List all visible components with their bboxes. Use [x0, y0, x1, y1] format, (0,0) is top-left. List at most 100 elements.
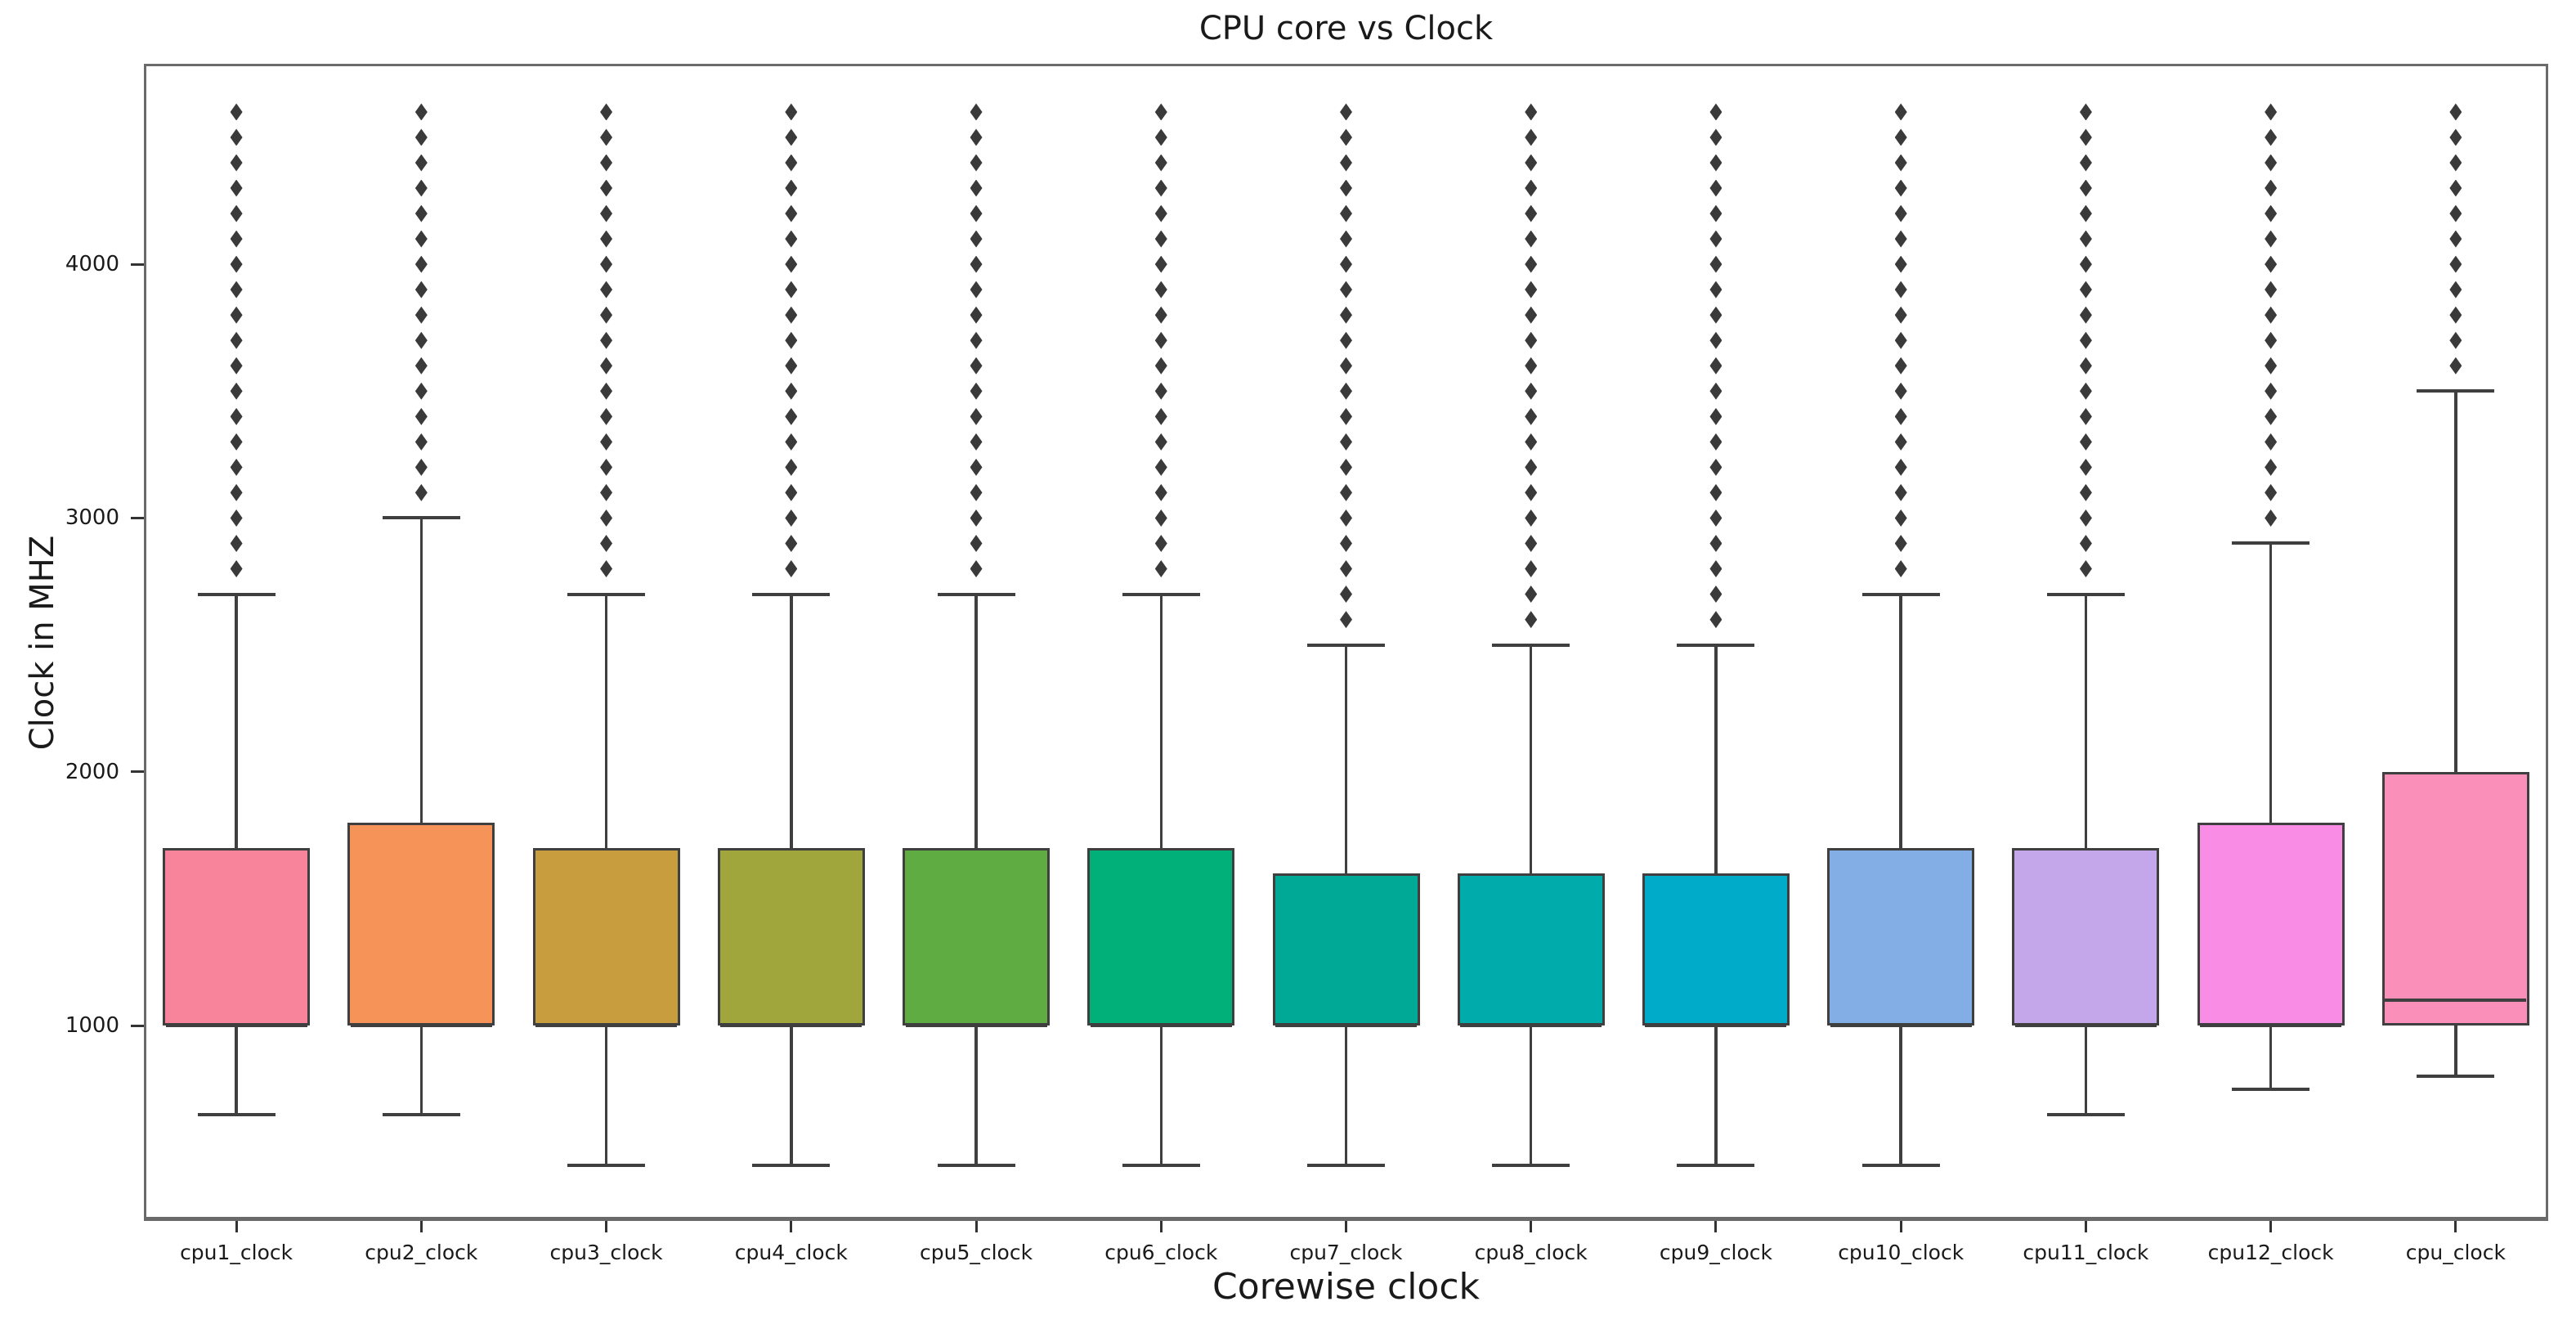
- outlier-dot-cpu8_clock: [1525, 103, 1538, 121]
- x-tick-mark-cpu1_clock: [235, 1221, 238, 1232]
- outlier-dot-cpu10_clock: [1894, 204, 1907, 222]
- outlier-dot-cpu11_clock: [2079, 407, 2092, 425]
- upper-whisker-cpu2_clock: [419, 518, 423, 823]
- x-tick-label-cpu9_clock: cpu9_clock: [1659, 1241, 1772, 1264]
- lower-whisker-cpu_clock: [2454, 1026, 2457, 1077]
- upper-whisker-cpu12_clock: [2269, 543, 2273, 823]
- x-tick-mark-cpu6_clock: [1159, 1221, 1163, 1232]
- outlier-dot-cpu11_clock: [2079, 534, 2092, 552]
- outlier-dot-cpu10_clock: [1894, 483, 1907, 501]
- outlier-dot-cpu5_clock: [970, 560, 983, 577]
- outlier-dot-cpu3_clock: [600, 281, 613, 298]
- outlier-dot-cpu5_clock: [970, 204, 983, 222]
- lower-cap-cpu7_clock: [1307, 1163, 1385, 1167]
- outlier-dot-cpu4_clock: [785, 230, 798, 248]
- outlier-dot-cpu7_clock: [1340, 458, 1352, 476]
- outlier-dot-cpu7_clock: [1340, 433, 1352, 451]
- outlier-dot-cpu1_clock: [230, 179, 243, 197]
- outlier-dot-cpu8_clock: [1525, 331, 1538, 349]
- outlier-dot-cpu6_clock: [1154, 230, 1167, 248]
- x-tick-label-cpu6_clock: cpu6_clock: [1104, 1241, 1218, 1264]
- outlier-dot-cpu5_clock: [970, 281, 983, 298]
- outlier-dot-cpu8_clock: [1525, 357, 1538, 375]
- lower-cap-cpu10_clock: [1861, 1163, 1940, 1167]
- outlier-dot-cpu7_clock: [1340, 560, 1352, 577]
- outlier-dot-cpu12_clock: [2265, 458, 2278, 476]
- outlier-dot-cpu9_clock: [1709, 281, 1723, 298]
- y-tick-label-3000: 3000: [65, 505, 119, 531]
- y-tick-label-4000: 4000: [65, 252, 119, 277]
- outlier-dot-cpu9_clock: [1709, 407, 1723, 425]
- outlier-dot-cpu5_clock: [970, 483, 983, 501]
- outlier-dot-cpu7_clock: [1340, 230, 1352, 248]
- outlier-dot-cpu6_clock: [1154, 483, 1167, 501]
- outlier-dot-cpu7_clock: [1340, 357, 1352, 375]
- outlier-dot-cpu3_clock: [600, 357, 613, 375]
- x-tick-mark-cpu_clock: [2454, 1221, 2457, 1232]
- lower-whisker-cpu7_clock: [1344, 1026, 1348, 1165]
- median-line-cpu2_clock: [350, 1024, 492, 1027]
- median-line-cpu5_clock: [905, 1024, 1047, 1027]
- outlier-dot-cpu11_clock: [2079, 204, 2092, 222]
- outlier-dot-cpu9_clock: [1709, 357, 1723, 375]
- outlier-dot-cpu8_clock: [1525, 306, 1538, 324]
- outlier-dot-cpu7_clock: [1340, 255, 1352, 273]
- outlier-dot-cpu9_clock: [1709, 560, 1723, 577]
- upper-cap-cpu1_clock: [197, 592, 276, 596]
- outlier-dot-cpu1_clock: [230, 382, 243, 400]
- outlier-dot-cpu7_clock: [1340, 204, 1352, 222]
- lower-cap-cpu9_clock: [1677, 1163, 1755, 1167]
- x-tick-label-cpu7_clock: cpu7_clock: [1289, 1241, 1403, 1264]
- outlier-dot-cpu8_clock: [1525, 154, 1538, 172]
- x-tick-mark-cpu10_clock: [1899, 1221, 1902, 1232]
- outlier-dot-cpu2_clock: [414, 458, 428, 476]
- lower-cap-cpu12_clock: [2232, 1087, 2310, 1091]
- outlier-dot-cpu5_clock: [970, 458, 983, 476]
- upper-whisker-cpu9_clock: [1714, 644, 1718, 873]
- outlier-dot-cpu10_clock: [1894, 179, 1907, 197]
- outlier-dot-cpu3_clock: [600, 154, 613, 172]
- outlier-dot-cpu7_clock: [1340, 509, 1352, 527]
- outlier-dot-cpu12_clock: [2265, 382, 2278, 400]
- outlier-dot-cpu9_clock: [1709, 382, 1723, 400]
- chart-title: CPU core vs Clock: [1198, 10, 1494, 47]
- box-cpu8_clock: [1457, 873, 1605, 1026]
- y-tick-label-2000: 2000: [65, 759, 119, 784]
- outlier-dot-cpu12_clock: [2265, 154, 2278, 172]
- outlier-dot-cpu8_clock: [1525, 483, 1538, 501]
- outlier-dot-cpu1_clock: [230, 230, 243, 248]
- outlier-dot-cpu12_clock: [2265, 230, 2278, 248]
- outlier-dot-cpu3_clock: [600, 534, 613, 552]
- y-tick-mark-3000: [131, 516, 144, 519]
- outlier-dot-cpu2_clock: [414, 281, 428, 298]
- outlier-dot-cpu7_clock: [1340, 407, 1352, 425]
- outlier-dot-cpu12_clock: [2265, 306, 2278, 324]
- outlier-dot-cpu5_clock: [970, 509, 983, 527]
- outlier-dot-cpu8_clock: [1525, 458, 1538, 476]
- outlier-dot-cpu5_clock: [970, 306, 983, 324]
- outlier-dot-cpu1_clock: [230, 281, 243, 298]
- outlier-dot-cpu4_clock: [785, 509, 798, 527]
- outlier-dot-cpu7_clock: [1340, 382, 1352, 400]
- outlier-dot-cpu12_clock: [2265, 407, 2278, 425]
- outlier-dot-cpu7_clock: [1340, 534, 1352, 552]
- outlier-dot-cpu_clock: [2449, 230, 2462, 248]
- outlier-dot-cpu10_clock: [1894, 281, 1907, 298]
- outlier-dot-cpu10_clock: [1894, 407, 1907, 425]
- outlier-dot-cpu6_clock: [1154, 382, 1167, 400]
- outlier-dot-cpu5_clock: [970, 255, 983, 273]
- outlier-dot-cpu3_clock: [600, 103, 613, 121]
- outlier-dot-cpu9_clock: [1709, 128, 1723, 146]
- box-cpu4_clock: [717, 847, 865, 1026]
- outlier-dot-cpu1_clock: [230, 483, 243, 501]
- lower-cap-cpu5_clock: [937, 1163, 1015, 1167]
- outlier-dot-cpu4_clock: [785, 103, 798, 121]
- outlier-dot-cpu8_clock: [1525, 433, 1538, 451]
- upper-cap-cpu8_clock: [1492, 643, 1570, 647]
- x-axis-label: Corewise clock: [1212, 1266, 1481, 1308]
- outlier-dot-cpu6_clock: [1154, 204, 1167, 222]
- box-cpu10_clock: [1827, 847, 1975, 1026]
- outlier-dot-cpu_clock: [2449, 204, 2462, 222]
- outlier-dot-cpu1_clock: [230, 255, 243, 273]
- upper-whisker-cpu_clock: [2454, 391, 2457, 772]
